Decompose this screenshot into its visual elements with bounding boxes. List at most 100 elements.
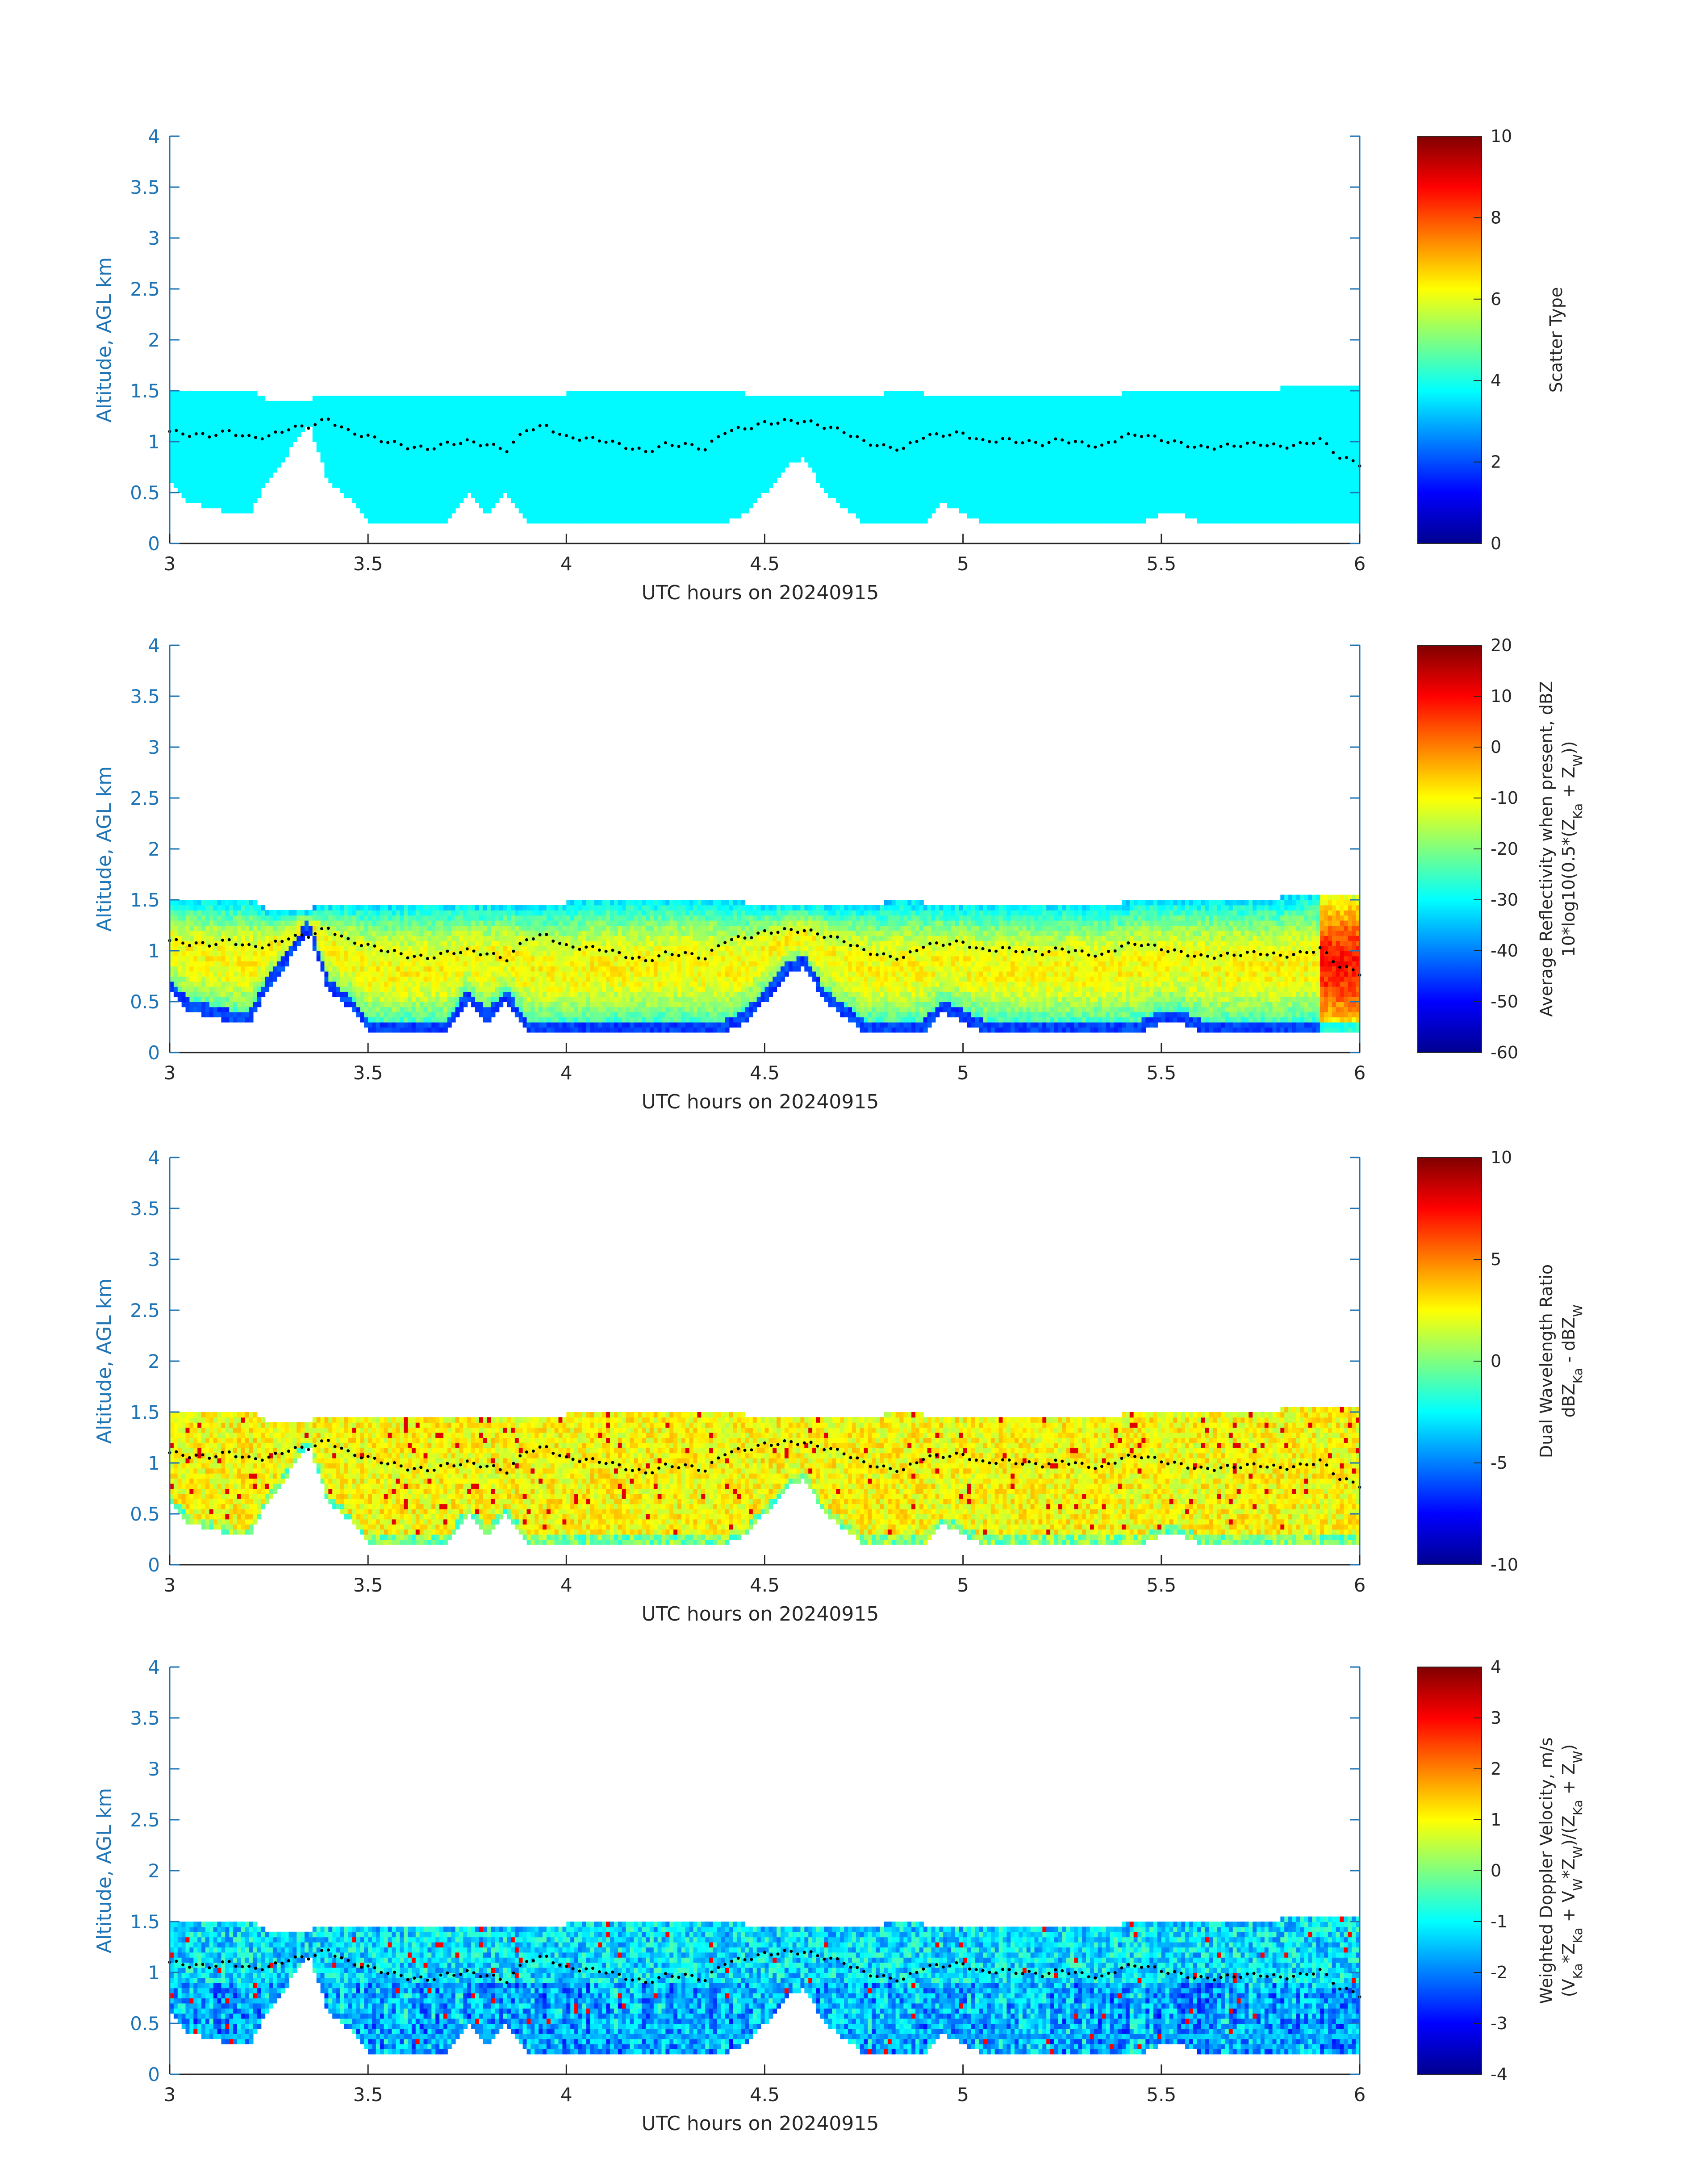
heatmap-cell	[745, 451, 749, 458]
heatmap-cell	[578, 502, 583, 509]
heatmap-cell	[868, 487, 873, 493]
heatmap-cell	[840, 493, 845, 498]
heatmap-cell	[487, 396, 492, 401]
heatmap-cell	[669, 391, 674, 397]
heatmap-cell	[622, 457, 626, 463]
heatmap-cell	[213, 447, 218, 452]
heatmap-cell	[760, 447, 765, 452]
heatmap-cell	[526, 406, 531, 412]
heatmap-cell	[915, 487, 920, 493]
heatmap-cell	[725, 502, 730, 509]
heatmap-cell	[364, 401, 369, 407]
heatmap-cell	[384, 497, 388, 503]
heatmap-cell	[1030, 467, 1035, 473]
heatmap-cell	[709, 391, 714, 397]
heatmap-cell	[868, 513, 873, 518]
heatmap-cell	[919, 502, 924, 509]
heatmap-cell	[721, 401, 726, 407]
heatmap-cell	[459, 416, 464, 422]
heatmap-cell	[935, 457, 940, 463]
heatmap-cell	[1026, 411, 1031, 417]
heatmap-cell	[748, 411, 753, 417]
heatmap-cell	[411, 431, 416, 437]
heatmap-cell	[312, 396, 317, 401]
heatmap-cell	[419, 462, 424, 468]
heatmap-cell	[427, 472, 432, 478]
heatmap-cell	[514, 431, 519, 437]
heatmap-cell	[447, 442, 452, 447]
heatmap-cell	[427, 462, 432, 468]
heatmap-cell	[261, 426, 266, 432]
heatmap-cell	[590, 401, 595, 407]
heatmap-cell	[475, 467, 480, 473]
heatmap-cell	[748, 401, 753, 407]
heatmap-cell	[487, 451, 492, 458]
heatmap-cell	[760, 411, 765, 417]
heatmap-cell	[209, 436, 214, 442]
heatmap-cell	[1011, 513, 1015, 518]
heatmap-cell	[840, 451, 845, 458]
heatmap-cell	[185, 472, 190, 478]
heatmap-cell	[705, 467, 710, 473]
heatmap-cell	[923, 477, 928, 483]
heatmap-cell	[562, 451, 567, 458]
heatmap-cell	[860, 426, 864, 432]
heatmap-cell	[994, 482, 999, 488]
heatmap-cell	[773, 442, 777, 447]
heatmap-cell	[443, 431, 448, 437]
heatmap-cell	[737, 447, 742, 452]
heatmap-cell	[649, 457, 654, 463]
heatmap-cell	[804, 451, 809, 458]
heatmap-cell	[566, 411, 571, 417]
heatmap-cell	[923, 457, 928, 463]
heatmap-cell	[392, 482, 397, 488]
heatmap-cell	[423, 513, 428, 518]
heatmap-cell	[1046, 462, 1051, 468]
heatmap-cell	[653, 401, 658, 407]
heatmap-cell	[979, 421, 984, 427]
heatmap-cell	[586, 436, 591, 442]
heatmap-cell	[884, 482, 888, 488]
heatmap-cell	[880, 396, 884, 401]
heatmap-cell	[257, 416, 262, 422]
heatmap-cell	[217, 467, 222, 473]
heatmap-cell	[653, 487, 658, 493]
heatmap-cell	[1002, 497, 1007, 503]
heatmap-cell	[443, 447, 448, 452]
heatmap-cell	[590, 411, 595, 417]
heatmap-cell	[701, 416, 706, 422]
heatmap-cell	[812, 416, 817, 422]
heatmap-cell	[253, 493, 258, 498]
heatmap-cell	[911, 497, 916, 503]
heatmap-cell	[669, 411, 674, 417]
heatmap-cell	[181, 436, 186, 442]
heatmap-cell	[773, 431, 777, 437]
heatmap-cell	[784, 396, 789, 401]
heatmap-cell	[931, 436, 936, 442]
heatmap-cell	[261, 411, 266, 417]
heatmap-cell	[392, 431, 397, 437]
heatmap-cell	[923, 396, 928, 401]
heatmap-cell	[959, 442, 964, 447]
heatmap-cell	[522, 482, 527, 488]
heatmap-cell	[808, 421, 813, 427]
heatmap-cell	[733, 513, 738, 518]
heatmap-cell	[213, 472, 218, 478]
heatmap-cell	[665, 411, 670, 417]
heatmap-cell	[217, 497, 222, 503]
heatmap-cell	[1002, 421, 1007, 427]
heatmap-cell	[221, 472, 226, 478]
heatmap-cell	[983, 477, 987, 483]
heatmap-cell	[400, 518, 405, 524]
heatmap-cell	[1050, 497, 1055, 503]
heatmap-cell	[272, 421, 277, 427]
heatmap-cell	[543, 513, 547, 518]
heatmap-cell	[360, 442, 365, 447]
heatmap-cell	[257, 482, 262, 488]
heatmap-cell	[360, 457, 365, 463]
heatmap-cell	[713, 502, 718, 509]
heatmap-cell	[856, 508, 860, 514]
heatmap-cell	[899, 421, 904, 427]
heatmap-cell	[741, 508, 746, 514]
heatmap-cell	[661, 416, 666, 422]
